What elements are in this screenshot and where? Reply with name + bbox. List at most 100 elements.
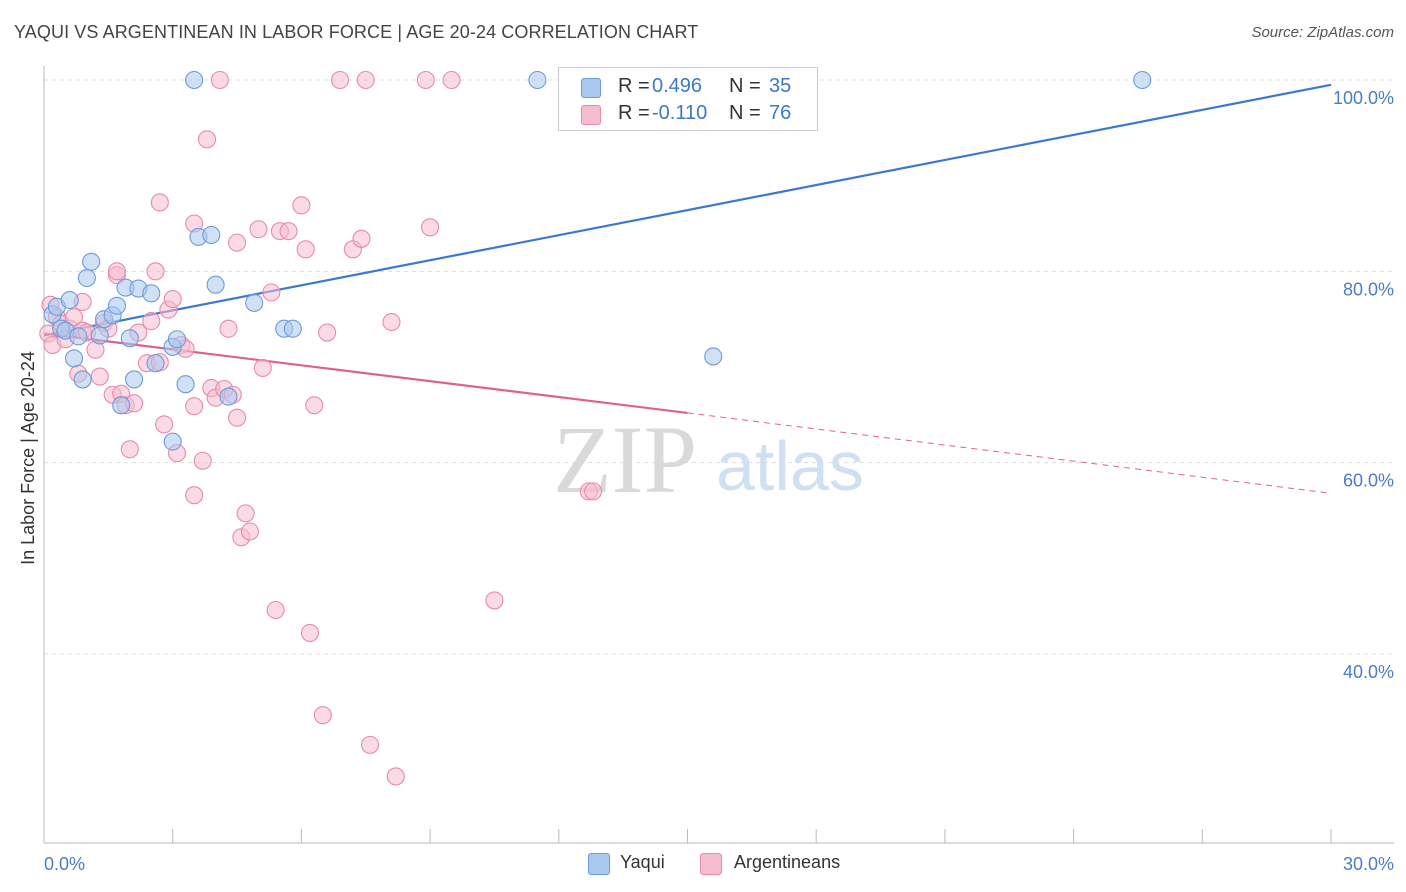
yaqui-point — [77, 268, 96, 288]
argentinean-trend-line-extension — [687, 412, 1332, 494]
yaqui-n-value: 35 — [769, 75, 792, 97]
stats-legend-box: R = 0.496 N = 35 R = -0.110 N = 76 — [558, 67, 818, 131]
yaqui-point — [206, 275, 225, 294]
yaqui-point — [1133, 70, 1152, 90]
legend-argentinean-label: Argentineans — [734, 852, 841, 872]
argentinean-n-value: 76 — [769, 102, 792, 124]
argentinean-point — [352, 229, 371, 248]
argentinean-point — [228, 233, 247, 252]
argentinean-point — [64, 308, 84, 327]
argentinean-point — [185, 397, 204, 416]
argentinean-point — [253, 358, 272, 378]
argentinean-point — [90, 367, 109, 386]
argentinean-point — [330, 70, 350, 90]
argentinean-point — [279, 222, 298, 241]
argentinean-r-value: -0.110 — [652, 102, 708, 124]
argentinean-point — [421, 218, 440, 237]
yaqui-point — [202, 225, 221, 245]
axes — [43, 66, 1394, 844]
argentinean-point — [442, 70, 461, 90]
legend-yaqui-swatch — [588, 853, 610, 875]
argentinean-point — [163, 290, 182, 309]
argentinean-point — [228, 408, 247, 427]
x-tick-label-30: 30.0% — [1343, 854, 1394, 874]
y-axis-label: In Labor Force | Age 20-24 — [18, 351, 38, 565]
chart-title: YAQUI VS ARGENTINEAN IN LABOR FORCE | AG… — [14, 22, 699, 42]
yaqui-point — [120, 329, 139, 348]
argentinean-point — [296, 240, 315, 259]
argentinean-point — [146, 262, 165, 281]
argentinean-point — [313, 706, 332, 725]
argentinean-point — [193, 451, 212, 470]
yaqui-point — [176, 375, 195, 394]
argentinean-point — [150, 193, 169, 212]
y-tick-label-80: 80.0% — [1343, 279, 1394, 299]
argentinean-trend-line — [43, 332, 688, 415]
yaqui-point — [82, 252, 101, 271]
argentinean-points — [39, 70, 603, 786]
yaqui-r-label: R = — [618, 75, 650, 97]
argentinean-point — [185, 486, 204, 505]
yaqui-swatch — [581, 78, 601, 98]
yaqui-point — [146, 354, 165, 373]
argentinean-point — [300, 623, 320, 643]
argentinean-point — [416, 70, 435, 90]
argentinean-point — [210, 70, 229, 90]
argentinean-r-label: R = — [618, 102, 650, 124]
argentinean-point — [266, 600, 285, 620]
argentinean-point — [386, 767, 405, 786]
yaqui-point — [125, 370, 144, 389]
argentinean-point — [197, 130, 217, 149]
argentinean-swatch — [581, 105, 601, 125]
legend-yaqui-label: Yaqui — [620, 852, 665, 872]
watermark: ZIP atlas — [553, 406, 864, 513]
watermark-zip: ZIP — [553, 406, 697, 513]
legend-argentinean-swatch — [700, 853, 722, 875]
watermark-atlas: atlas — [716, 427, 864, 505]
yaqui-point — [64, 349, 84, 368]
argentinean-point — [485, 591, 504, 610]
yaqui-point — [185, 70, 204, 90]
yaqui-point — [245, 293, 264, 312]
yaqui-point — [73, 370, 92, 389]
source-label: Source: ZipAtlas.com — [1251, 24, 1394, 41]
argentinean-point — [236, 504, 255, 523]
argentinean-point — [382, 312, 401, 332]
argentinean-point — [249, 220, 268, 239]
argentinean-point — [240, 522, 259, 541]
yaqui-point — [163, 432, 182, 451]
yaqui-point — [90, 326, 109, 345]
argentinean-point — [584, 482, 603, 501]
argentinean-point — [356, 70, 375, 90]
yaqui-points — [43, 70, 1152, 451]
yaqui-point — [167, 330, 187, 349]
yaqui-r-value: 0.496 — [652, 75, 703, 97]
x-tick-label-0: 0.0% — [44, 854, 85, 874]
yaqui-point — [60, 290, 79, 310]
argentinean-point — [142, 312, 161, 331]
argentinean-n-label: N = — [729, 102, 761, 124]
yaqui-point — [142, 284, 161, 303]
y-tick-label-100: 100.0% — [1333, 88, 1394, 108]
yaqui-point — [112, 396, 131, 415]
argentinean-point — [262, 283, 281, 302]
yaqui-point — [69, 327, 88, 346]
yaqui-point — [704, 347, 723, 366]
y-tick-labels: 100.0% 80.0% 60.0% 40.0% — [1333, 88, 1394, 682]
argentinean-point — [318, 323, 337, 342]
yaqui-n-label: N = — [729, 75, 761, 97]
yaqui-point — [283, 319, 302, 338]
y-tick-label-60: 60.0% — [1343, 471, 1394, 491]
argentinean-point — [305, 396, 324, 415]
argentinean-point — [292, 196, 311, 215]
yaqui-point — [528, 70, 547, 90]
trend-lines — [43, 83, 1332, 494]
gridlines — [44, 79, 1394, 655]
yaqui-point — [219, 387, 238, 406]
argentinean-point — [107, 262, 126, 281]
argentinean-point — [219, 319, 238, 338]
argentinean-point — [155, 415, 174, 434]
argentinean-point — [360, 735, 380, 754]
argentinean-point — [120, 440, 139, 459]
